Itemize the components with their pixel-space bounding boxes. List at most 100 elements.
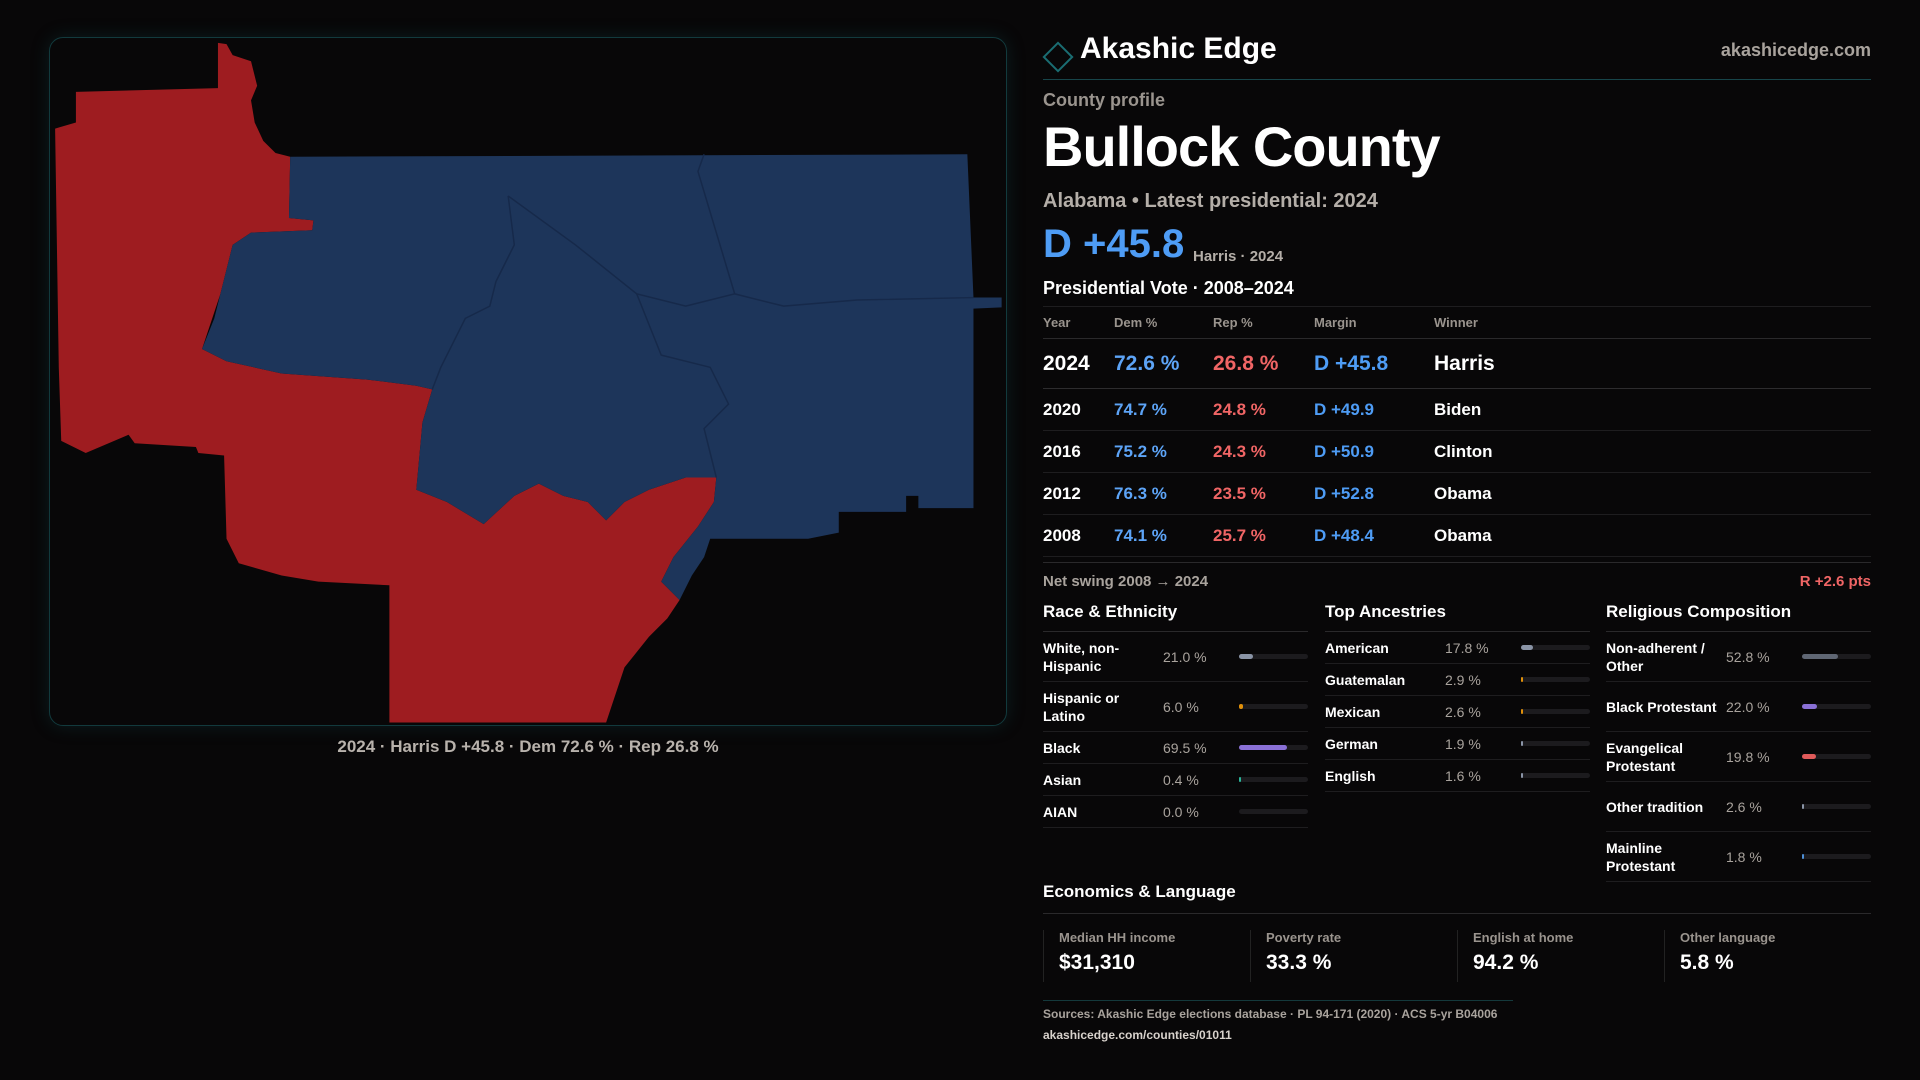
brand-name[interactable]: Akashic Edge (1080, 32, 1277, 65)
ancestry-label: American (1325, 639, 1389, 656)
footer: Sources: Akashic Edge elections database… (1043, 1000, 1513, 1042)
religion-label: Other tradition (1606, 798, 1704, 815)
net-swing-label: Net swing 2008 → 2024 (1043, 573, 1209, 590)
religion-row: Mainline Protestant 1.8 % (1606, 832, 1871, 882)
ancestry-bar (1521, 773, 1590, 778)
cell-dem: 74.1 % (1114, 514, 1213, 557)
economics-stats: Median HH income $31,310 Poverty rate 33.3… (1043, 930, 1871, 982)
cell-year: 2012 (1043, 472, 1114, 515)
ancestry-bar (1521, 709, 1590, 714)
ancestry-pct: 2.9 % (1445, 671, 1481, 688)
economics-title: Economics & Language (1043, 882, 1871, 914)
ancestry-bar (1521, 645, 1590, 650)
religion-row: Black Protestant 22.0 % (1606, 682, 1871, 732)
race-pct: 6.0 % (1163, 698, 1199, 715)
stat-label: Poverty rate (1266, 930, 1342, 945)
religion-row: Other tradition 2.6 % (1606, 782, 1871, 832)
ancestry-label: English (1325, 767, 1376, 784)
race-label: AIAN (1043, 803, 1078, 820)
ancestry-label: Guatemalan (1325, 671, 1406, 688)
race-bar-fill (1239, 704, 1244, 709)
stat-label: Median HH income (1059, 930, 1176, 945)
ancestry-label: German (1325, 735, 1378, 752)
religion-bar-fill (1802, 804, 1804, 809)
cell-year: 2020 (1043, 388, 1114, 431)
vote-row: 2024 72.6 % 26.8 % D +45.8 Harris (1043, 338, 1871, 389)
latest-margin-note: Harris · 2024 (1193, 248, 1284, 265)
stat-value: 94.2 % (1473, 951, 1539, 974)
cell-rep: 24.3 % (1213, 430, 1314, 473)
ancestry-row: Mexican 2.6 % (1325, 696, 1590, 728)
cell-dem: 72.6 % (1114, 338, 1213, 389)
religion-pct: 1.8 % (1726, 848, 1762, 865)
ancestry-bar-fill (1521, 709, 1523, 714)
race-row: AIAN 0.0 % (1043, 796, 1308, 828)
net-swing-value: R +2.6 pts (1799, 573, 1871, 590)
cell-winner: Clinton (1434, 430, 1871, 473)
race-bar (1239, 809, 1308, 814)
vote-row: 2016 75.2 % 24.3 % D +50.9 Clinton (1043, 430, 1871, 473)
page-subtitle: Alabama • Latest presidential: 2024 (1043, 190, 1378, 212)
net-swing: Net swing 2008 → 2024 R +2.6 pts (1043, 562, 1871, 590)
county-map-panel[interactable] (49, 37, 1007, 726)
religion-label: Non-adherent / Other (1606, 639, 1705, 674)
cell-margin: D +48.4 (1314, 514, 1434, 557)
ancestry-bar (1521, 741, 1590, 746)
race-bar-fill (1239, 745, 1287, 750)
race-bar (1239, 777, 1308, 782)
race-bar (1239, 654, 1308, 659)
col-margin: Margin (1314, 306, 1434, 339)
religion-pct: 2.6 % (1726, 798, 1762, 815)
religion-pct: 22.0 % (1726, 698, 1770, 715)
ancestry-section: Top Ancestries American 17.8 % Guatemalan 2.… (1325, 602, 1590, 792)
race-pct: 21.0 % (1163, 648, 1207, 665)
col-winner: Winner (1434, 306, 1871, 339)
map-caption: 2024 · Harris D +45.8 · Dem 72.6 % · Rep… (337, 737, 719, 756)
ancestry-bar-fill (1521, 677, 1523, 682)
cell-winner: Harris (1434, 338, 1871, 389)
religion-row: Non-adherent / Other 52.8 % (1606, 632, 1871, 682)
col-dem: Dem % (1114, 306, 1213, 339)
race-label: Asian (1043, 771, 1082, 788)
religion-bar-fill (1802, 704, 1818, 709)
religion-bar (1802, 654, 1871, 659)
cell-rep: 26.8 % (1213, 338, 1314, 389)
race-row: White, non-Hispanic 21.0 % (1043, 632, 1308, 682)
race-label: Hispanic or Latino (1043, 689, 1120, 724)
page-title: Bullock County (1043, 115, 1441, 178)
cell-margin: D +45.8 (1314, 338, 1434, 389)
header: Akashic Edge akashicedge.com (1042, 30, 1871, 80)
ancestry-pct: 17.8 % (1445, 639, 1489, 656)
stat-value: 33.3 % (1266, 951, 1332, 974)
race-row: Asian 0.4 % (1043, 764, 1308, 796)
religion-bar-fill (1802, 754, 1816, 759)
race-bar (1239, 745, 1308, 750)
ancestry-row: Guatemalan 2.9 % (1325, 664, 1590, 696)
cell-winner: Obama (1434, 472, 1871, 515)
cell-rep: 24.8 % (1213, 388, 1314, 431)
stat-income: Median HH income $31,310 (1043, 930, 1250, 982)
col-rep: Rep % (1213, 306, 1314, 339)
cell-margin: D +50.9 (1314, 430, 1434, 473)
religion-label: Evangelical Protestant (1606, 739, 1684, 774)
race-bar-fill (1239, 777, 1241, 782)
religion-pct: 19.8 % (1726, 748, 1770, 765)
cell-rep: 23.5 % (1213, 472, 1314, 515)
ancestry-pct: 2.6 % (1445, 703, 1481, 720)
vote-row: 2020 74.7 % 24.8 % D +49.9 Biden (1043, 388, 1871, 431)
sources-text: Sources: Akashic Edge elections database… (1043, 1007, 1498, 1021)
religion-label: Mainline Protestant (1606, 839, 1676, 874)
county-url-link[interactable]: akashicedge.com/counties/01011 (1043, 1028, 1232, 1042)
stat-label: English at home (1473, 930, 1574, 945)
religion-title: Religious Composition (1606, 602, 1871, 632)
vote-table: Year Dem % Rep % Margin Winner 2024 72.6 … (1043, 306, 1871, 557)
diamond-logo-icon (1042, 41, 1074, 73)
ancestry-pct: 1.6 % (1445, 767, 1481, 784)
site-link[interactable]: akashicedge.com (1720, 40, 1871, 60)
stat-english: English at home 94.2 % (1457, 930, 1664, 982)
stat-poverty: Poverty rate 33.3 % (1250, 930, 1457, 982)
religion-bar (1802, 854, 1871, 859)
cell-dem: 74.7 % (1114, 388, 1213, 431)
race-section: Race & Ethnicity White, non-Hispanic 21.0 … (1043, 602, 1308, 828)
ancestry-row: English 1.6 % (1325, 760, 1590, 792)
